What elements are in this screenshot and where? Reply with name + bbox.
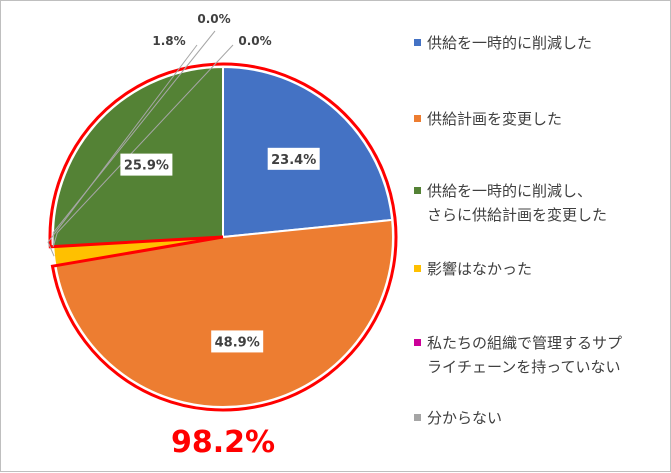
slice-label-2: 1.8% bbox=[152, 34, 185, 48]
legend-label-4: 私たちの組織で管理するサプ ライチェーンを持っていない bbox=[427, 334, 623, 376]
legend-label-2: 供給を一時的に削減し、 さらに供給計画を変更した bbox=[427, 182, 608, 224]
slice-label-4: 0.0% bbox=[238, 34, 271, 48]
legend-item-2: 供給を一時的に削減し、 さらに供給計画を変更した bbox=[414, 179, 669, 227]
legend-swatch-4 bbox=[414, 339, 421, 346]
pie-slice-1 bbox=[54, 218, 394, 408]
leader-line-2 bbox=[47, 44, 198, 257]
slice-label-5: 25.9% bbox=[124, 159, 169, 174]
legend-swatch-1 bbox=[414, 115, 421, 122]
legend-label-0: 供給を一時的に削減した bbox=[427, 34, 593, 52]
legend-item-4: 私たちの組織で管理するサプ ライチェーンを持っていない bbox=[414, 331, 669, 379]
highlight-outline bbox=[48, 62, 398, 412]
legend-label-3: 影響はなかった bbox=[427, 260, 533, 278]
legend-label-5: 分からない bbox=[427, 409, 503, 427]
slice-label-box-1 bbox=[211, 330, 264, 353]
legend-item-0: 供給を一時的に削減した bbox=[414, 31, 669, 55]
slice-labels: 23.4% 48.9% 25.9% 1.8% 0.0% 0.0% bbox=[120, 12, 320, 353]
highlight-total-label: 98.2% bbox=[171, 425, 275, 460]
leader-line-3 bbox=[52, 30, 216, 247]
slice-label-0: 23.4% bbox=[271, 153, 316, 168]
legend-label-1: 供給計画を変更した bbox=[427, 110, 563, 128]
legend-swatch-0 bbox=[414, 39, 421, 46]
leader-line-4 bbox=[52, 44, 234, 247]
slice-label-box-0 bbox=[267, 147, 320, 170]
legend-swatch-5 bbox=[414, 414, 421, 421]
legend-swatch-3 bbox=[414, 265, 421, 272]
legend-item-1: 供給計画を変更した bbox=[414, 107, 669, 131]
legend-item-3: 影響はなかった bbox=[414, 257, 669, 281]
legend-swatch-2 bbox=[414, 187, 421, 194]
slice-label-box-5 bbox=[120, 153, 173, 176]
slice-label-1: 48.9% bbox=[215, 335, 260, 350]
leader-lines bbox=[47, 30, 234, 257]
legend-item-5: 分からない bbox=[414, 406, 669, 430]
slice-label-3: 0.0% bbox=[197, 12, 230, 26]
